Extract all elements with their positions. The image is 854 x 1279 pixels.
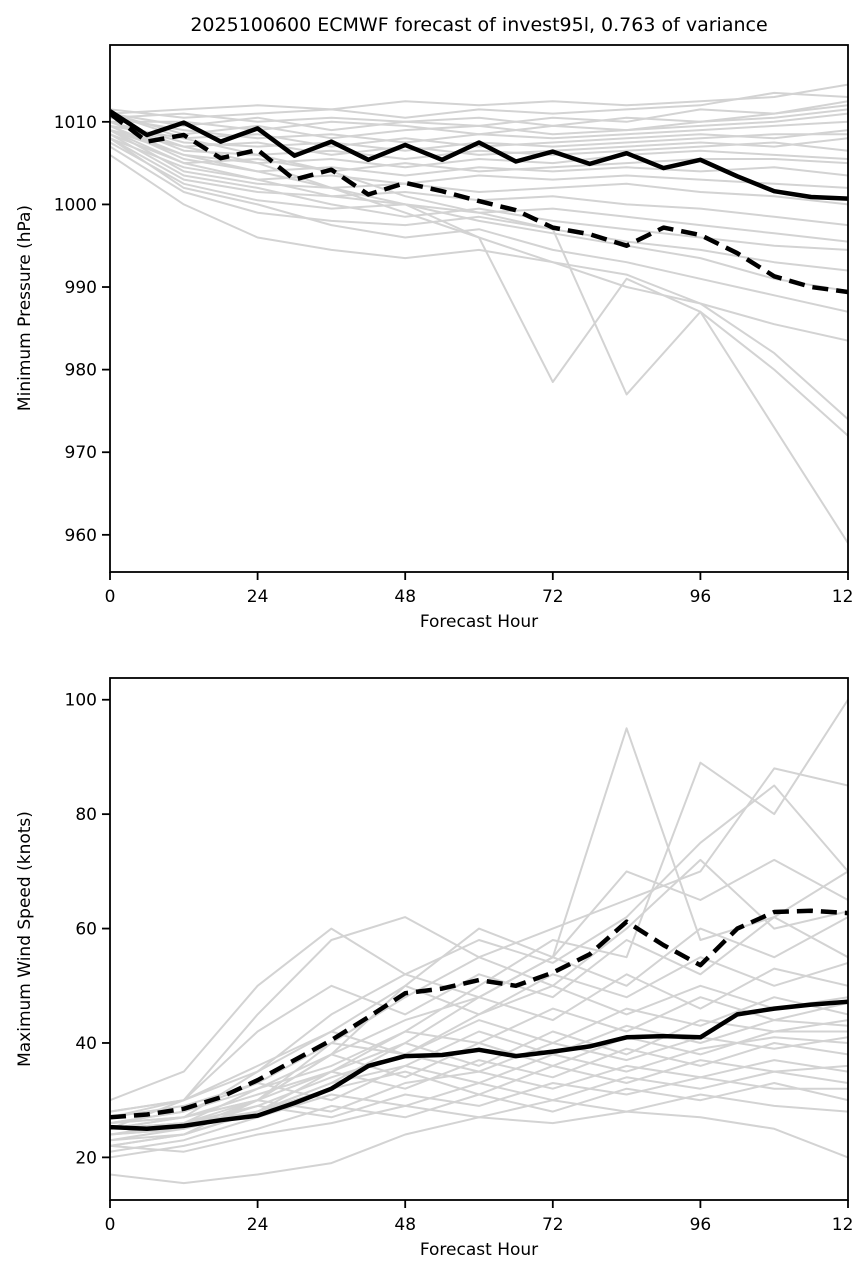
wind-plot-ensemble-member-23	[110, 1076, 848, 1130]
pressure-x-axis-label: Forecast Hour	[419, 612, 539, 632]
x-tick-label: 48	[394, 1215, 416, 1235]
pressure-plot-ensemble-member-13	[110, 133, 848, 173]
y-tick-label: 100	[65, 691, 97, 711]
x-tick-label: 96	[690, 587, 712, 607]
wind-plot-ensemble-member-22	[110, 1070, 848, 1153]
y-tick-label: 980	[65, 361, 97, 381]
pressure-plot-ensemble-member-1	[110, 83, 848, 115]
wind-plot-ensemble-member-13	[110, 996, 848, 1113]
x-tick-label: 120	[832, 587, 854, 607]
pressure-plot-lines	[110, 83, 848, 544]
y-tick-label: 1010	[54, 113, 97, 133]
pressure-plot-ensemble-member-15	[110, 137, 848, 189]
wind-plot-ensemble-member-26	[110, 1110, 848, 1185]
pressure-plot-ensemble-member-4	[110, 104, 848, 132]
y-tick-label: 60	[75, 920, 97, 940]
wind-plot-black-solid	[110, 999, 848, 1132]
pressure-plot-ensemble-member-25	[110, 120, 848, 437]
pressure-plot-ensemble-member-2	[110, 91, 848, 119]
wind-plot-ensemble-member-5	[110, 858, 848, 1147]
x-tick-label: 48	[394, 587, 416, 607]
x-tick-label: 0	[105, 587, 116, 607]
pressure-plot-ensemble-member-19	[110, 133, 848, 251]
wind-plot: 100 80 60 40 20 0 24 48 72 96 120	[65, 677, 854, 1235]
pressure-plot-black-dashed	[110, 111, 848, 295]
wind-y-axis-label: Maximum Wind Speed (knots)	[15, 811, 35, 1067]
pressure-plot-ensemble-member-11	[110, 120, 848, 160]
wind-plot-ensemble-member-16	[110, 1030, 848, 1125]
wind-plot-ensemble-member-14	[110, 1019, 848, 1130]
figure-title: 2025100600 ECMWF forecast of invest95l, …	[190, 14, 768, 36]
y-tick-label: 990	[65, 278, 97, 298]
y-tick-label: 1000	[54, 195, 97, 215]
pressure-plot: 1010 1000 990 980 970 960 0 24 48 72 96 120	[54, 44, 854, 607]
wind-x-axis-label: Forecast Hour	[419, 1240, 539, 1260]
x-tick-label: 72	[542, 1215, 564, 1235]
pressure-y-axis-label: Minimum Pressure (hPa)	[15, 204, 35, 412]
wind-plot-ensemble-member-4	[110, 784, 848, 1113]
wind-plot-ensemble-member-24	[110, 1082, 848, 1159]
wind-plot-black-dashed	[110, 908, 848, 1120]
pressure-plot-ensemble-member-22	[110, 137, 848, 313]
x-tick-label: 24	[247, 1215, 269, 1235]
wind-plot-ensemble-member-19	[110, 1042, 848, 1130]
pressure-plot-ensemble-member-21	[110, 129, 848, 293]
x-tick-label: 72	[542, 587, 564, 607]
x-tick-label: 96	[690, 1215, 712, 1235]
pressure-plot-ensemble-member-24	[110, 154, 848, 420]
y-tick-label: 960	[65, 526, 97, 546]
pressure-plot-ensemble-member-26	[110, 112, 848, 544]
wind-plot-ensemble-member-6	[110, 858, 848, 1130]
y-tick-label: 40	[75, 1034, 97, 1054]
y-tick-label: 80	[75, 805, 97, 825]
wind-plot-ensemble-member-10	[110, 967, 848, 1142]
pressure-plot-ensemble-member-6	[110, 112, 848, 140]
x-tick-label: 120	[832, 1215, 854, 1235]
x-tick-label: 0	[105, 1215, 116, 1235]
wind-plot-ensemble-member-8	[110, 916, 848, 1119]
pressure-plot-black-solid	[110, 109, 848, 201]
pressure-plot-ensemble-member-20	[110, 145, 848, 272]
wind-plot-frame	[109, 677, 849, 1201]
pressure-plot-ensemble-member-16	[110, 129, 848, 206]
y-tick-label: 970	[65, 443, 97, 463]
wind-plot-ensemble-member-21	[110, 1059, 848, 1125]
wind-plot-lines	[110, 699, 848, 1185]
x-tick-label: 24	[247, 587, 269, 607]
pressure-plot-ensemble-member-10	[110, 129, 848, 156]
y-tick-label: 20	[75, 1148, 97, 1168]
pressure-plot-frame	[109, 44, 849, 573]
